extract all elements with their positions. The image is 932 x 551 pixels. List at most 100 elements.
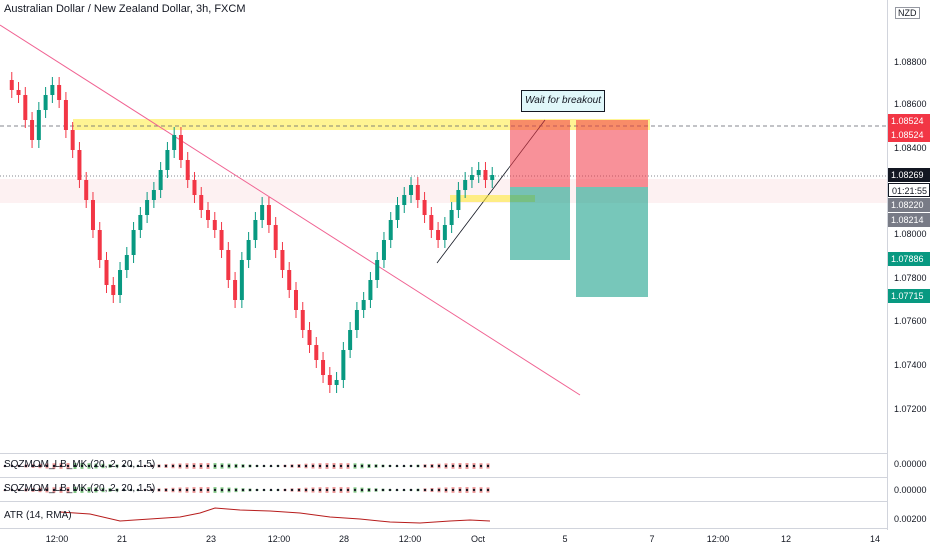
time-axis[interactable]: 12:00 21 23 12:00 28 12:00 Oct 5 7 12:00… (0, 528, 887, 551)
squeeze-dot (269, 488, 273, 492)
squeeze-dot (465, 464, 469, 468)
squeeze-dot (262, 488, 266, 492)
squeeze-dot (248, 488, 252, 492)
squeeze-dot (395, 464, 399, 468)
candle-body (23, 95, 28, 120)
squeeze-dot (388, 464, 392, 468)
candle-body (287, 270, 292, 290)
squeeze-dot (283, 464, 287, 468)
last-price-tag: 1.08269 (888, 168, 930, 182)
entry-zone[interactable] (450, 195, 535, 202)
squeeze-dot (423, 464, 427, 468)
short-position-risk-box-1[interactable] (510, 120, 570, 187)
squeeze-dot (234, 488, 238, 492)
candle-body (239, 260, 244, 300)
squeeze-dot (199, 464, 203, 468)
symbol-title[interactable]: Australian Dollar / New Zealand Dollar, … (4, 3, 246, 15)
price-tick: 1.07600 (894, 316, 927, 326)
candle-body (178, 135, 183, 160)
squeeze-dot (458, 464, 462, 468)
short-position-reward-box-2[interactable] (576, 187, 648, 297)
squeeze-dot (31, 488, 35, 492)
squeeze-dot (479, 488, 483, 492)
squeeze-dot (122, 464, 126, 468)
squeeze-dot (332, 488, 336, 492)
squeeze-dot (10, 488, 14, 492)
time-label: 5 (562, 534, 568, 544)
candle-body (341, 350, 346, 380)
squeeze-dot (234, 464, 238, 468)
squeeze-dot (311, 488, 315, 492)
squeeze-dot (255, 488, 259, 492)
atr-label: ATR (14, RMA) (4, 510, 72, 521)
atr-pane[interactable]: ATR (14, RMA) (0, 501, 887, 529)
entry-tag-a: 1.08220 (888, 198, 930, 212)
time-label: Oct (470, 534, 486, 544)
squeeze-dot (290, 464, 294, 468)
squeeze-dot (339, 464, 343, 468)
short-position-reward-box-1[interactable] (510, 187, 570, 260)
squeeze-dot (430, 488, 434, 492)
candle-body (334, 380, 339, 385)
squeeze-dot (241, 464, 245, 468)
squeeze-dot (402, 488, 406, 492)
candle-body (158, 170, 163, 190)
squeeze-dot (157, 464, 161, 468)
candle-body (442, 225, 447, 240)
candle-body (131, 230, 136, 255)
candle-body (348, 330, 353, 350)
price-axis[interactable]: 1.08800 1.08600 1.08400 1.08000 1.07800 … (887, 0, 932, 530)
squeeze-dot (171, 488, 175, 492)
squeeze-dot (80, 464, 84, 468)
downtrend-line[interactable] (0, 24, 581, 396)
squeeze-dot (206, 488, 210, 492)
time-label: 23 (205, 534, 217, 544)
currency-label[interactable]: NZD (895, 7, 920, 19)
squeeze-dot (388, 488, 392, 492)
squeeze-dot (339, 488, 343, 492)
squeeze-dot (227, 464, 231, 468)
price-chart[interactable] (0, 0, 887, 455)
squeeze-dot (451, 488, 455, 492)
squeeze-dot (332, 464, 336, 468)
squeeze-dot (24, 488, 28, 492)
squeeze-dot (241, 488, 245, 492)
candle-body (124, 255, 129, 270)
squeeze-dot (304, 464, 308, 468)
squeeze-dot (122, 488, 126, 492)
squeeze-1-plot (3, 463, 490, 469)
squeeze-dot (101, 488, 105, 492)
breakout-note[interactable]: Wait for breakout (521, 90, 605, 112)
candle-body (16, 90, 21, 95)
squeeze-dot (136, 488, 140, 492)
candle-body (43, 95, 48, 110)
candle-body (246, 240, 251, 260)
candle-body (30, 120, 35, 140)
resistance-zone[interactable] (73, 119, 650, 130)
candle-body (199, 195, 204, 210)
squeeze-dot (199, 488, 203, 492)
candle-body (273, 225, 278, 250)
candle-body (402, 195, 407, 205)
squeeze-dot (283, 488, 287, 492)
squeeze-pane-1[interactable]: SQZMOM_LB_MK (20, 2, 20, 1.5) (0, 453, 887, 478)
squeeze-dot (423, 488, 427, 492)
candle-body (280, 250, 285, 270)
squeeze-dot (178, 464, 182, 468)
squeeze-dot (458, 488, 462, 492)
candle-body (233, 280, 238, 300)
candle-body (293, 290, 298, 310)
squeeze-dot (311, 464, 315, 468)
squeeze-dot (325, 464, 329, 468)
candle-body (388, 220, 393, 240)
time-label: 21 (116, 534, 128, 544)
squeeze-pane-2[interactable]: SQZMOM_LB_MK (20, 2, 20, 1.5) (0, 477, 887, 502)
squeeze-2-plot (3, 487, 490, 493)
squeeze-dot (192, 464, 196, 468)
atr-plot (59, 507, 491, 524)
short-position-risk-box-2[interactable] (576, 120, 648, 187)
squeeze-dot (353, 464, 357, 468)
time-label: 12 (780, 534, 792, 544)
candle-body (415, 185, 420, 200)
squeeze-dot (164, 488, 168, 492)
